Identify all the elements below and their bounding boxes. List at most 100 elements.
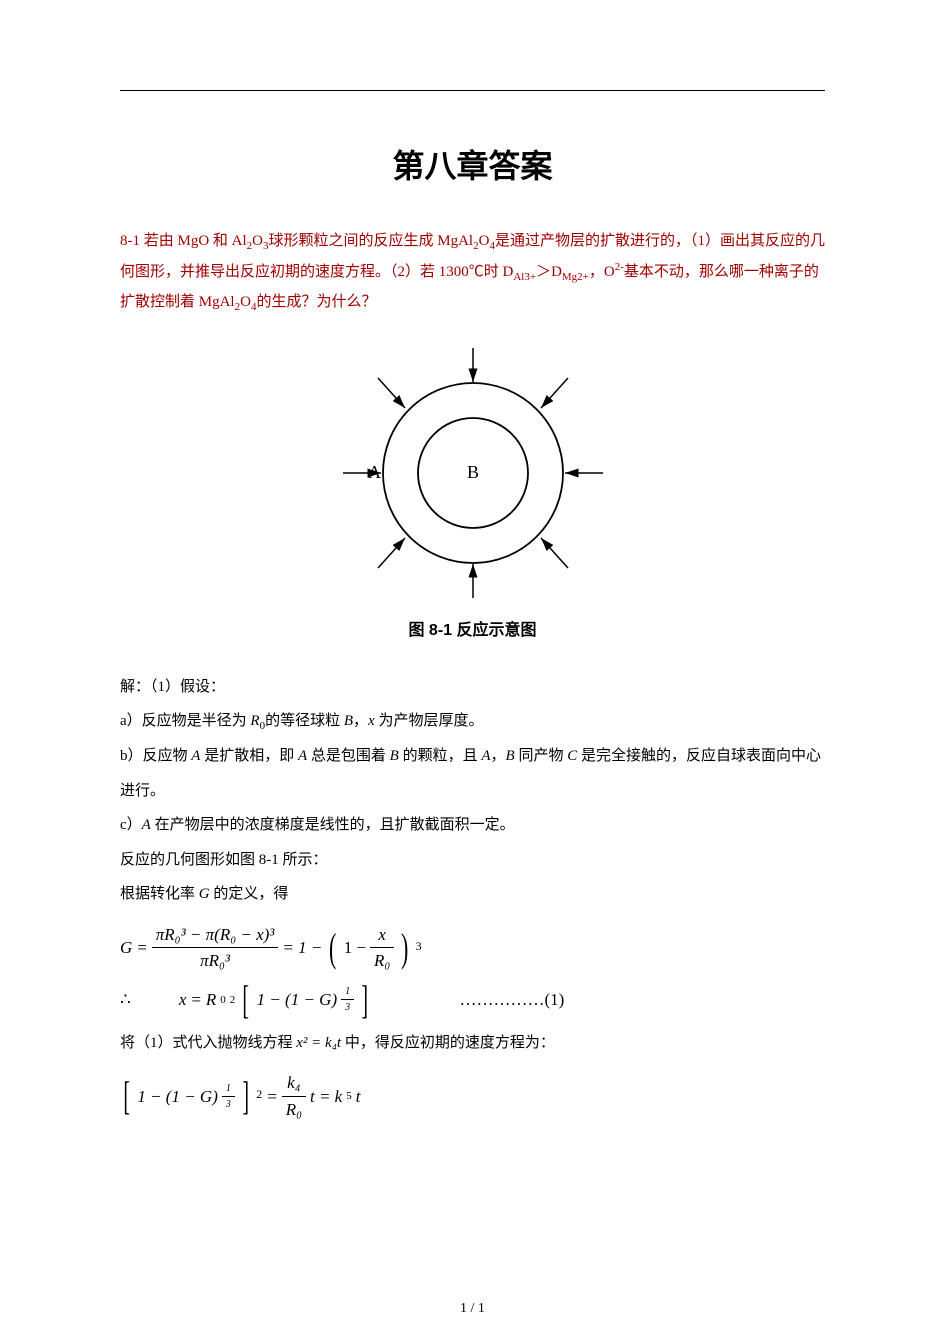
question-text: 8-1 若由 MgO 和 Al2O3球形颗粒之间的反应生成 MgAl2O4是通过… — [120, 227, 825, 318]
arrow-icon — [541, 378, 568, 408]
eq-text: = 1 − — [282, 935, 322, 961]
q-text: O — [240, 294, 251, 310]
exp-frac: 1 3 — [222, 1081, 235, 1112]
caption-bold: 反应示意图 — [457, 622, 537, 639]
text: 在产物层中的浓度梯度是线性的，且扩散截面积一定。 — [151, 817, 515, 833]
t-text: t = k — [310, 1084, 342, 1110]
var: B — [506, 748, 515, 764]
page: 第八章答案 8-1 若由 MgO 和 Al2O3球形颗粒之间的反应生成 MgAl… — [120, 60, 825, 1277]
figure-caption: 图 8-1 反应示意图 — [120, 616, 825, 640]
var: x — [368, 713, 375, 729]
q-sub: Mg2+ — [562, 271, 589, 283]
solution-line: a）反应物是半径为 R0的等径球粒 B，x 为产物层厚度。 — [120, 704, 825, 739]
q-sup: 2- — [615, 261, 624, 273]
paren-left: ( — [329, 932, 336, 964]
var: A — [298, 748, 307, 764]
arrow-icon — [378, 538, 405, 568]
page-footer: 1 / 1 — [0, 1301, 945, 1317]
text: 为产物层厚度。 — [375, 713, 484, 729]
fraction: x R₀ — [370, 922, 394, 974]
paren-right: ) — [401, 932, 408, 964]
text: a）反应物是半径为 — [120, 713, 250, 729]
q-text: ＞D — [536, 264, 562, 280]
exp-num: 1 — [222, 1081, 235, 1097]
q-text: 8-1 若由 MgO 和 Al — [120, 233, 247, 249]
inline-equation: x² = k₄t — [296, 1035, 341, 1051]
numerator: k₄ — [282, 1070, 306, 1097]
var: G — [199, 886, 210, 902]
bracket-right: ] — [361, 984, 368, 1016]
var: B — [390, 748, 399, 764]
text: 总是包围着 — [307, 748, 390, 764]
eq-sign: = — [190, 987, 201, 1013]
var: A — [481, 748, 490, 764]
arrow-icon — [541, 538, 568, 568]
top-rule — [120, 90, 825, 91]
numerator: πR₀³ − π(R₀ − x)³ — [152, 922, 279, 949]
var: C — [567, 748, 577, 764]
var-x: x — [179, 987, 187, 1013]
text: 的等径球粒 — [265, 713, 344, 729]
arrow-icon — [378, 378, 405, 408]
var: B — [344, 713, 353, 729]
inside: 1 − (1 − G) — [257, 987, 338, 1013]
denominator: πR₀³ — [152, 948, 279, 974]
label-A: A — [368, 462, 381, 482]
solution-line: 反应的几何图形如图 8-1 所示： — [120, 843, 825, 878]
diagram-container: A B — [120, 338, 825, 608]
chapter-title: 第八章答案 — [120, 141, 825, 187]
text: 的定义，得 — [210, 886, 289, 902]
text: c） — [120, 817, 142, 833]
equation-final: [ 1 − (1 − G) 1 3 ] 2 = k₄ R₀ t = k5 t — [120, 1070, 825, 1122]
therefore-symbol: ∴ — [120, 987, 131, 1013]
q-text: O — [252, 233, 263, 249]
inner: 1 − — [344, 935, 366, 961]
var: A — [142, 817, 151, 833]
text: ， — [353, 713, 368, 729]
q-text: 的生成？为什么？ — [256, 294, 376, 310]
exp-frac: 1 3 — [341, 984, 354, 1015]
sub-0: 0 — [220, 992, 226, 1009]
sup-2: 2 — [230, 992, 236, 1009]
reaction-diagram: A B — [323, 338, 623, 608]
eq-sign: = — [136, 935, 147, 961]
text: b）反应物 — [120, 748, 191, 764]
text: ， — [491, 748, 506, 764]
sub-5: 5 — [346, 1088, 352, 1105]
bracket-right: ] — [242, 1080, 249, 1112]
fraction: k₄ R₀ — [282, 1070, 306, 1122]
solution-line: b）反应物 A 是扩散相，即 A 总是包围着 B 的颗粒，且 A，B 同产物 C… — [120, 739, 825, 808]
var-G: G — [120, 935, 132, 961]
q-text: ，O — [589, 264, 615, 280]
inside: 1 − (1 − G) — [137, 1084, 218, 1110]
bracket-left: [ — [243, 984, 250, 1016]
caption-prefix: 图 8-1 — [408, 622, 456, 639]
exp-den: 3 — [341, 1000, 354, 1015]
denominator: R₀ — [282, 1097, 306, 1123]
text: 中，得反应初期的速度方程为： — [341, 1035, 555, 1051]
text: 根据转化率 — [120, 886, 199, 902]
text: 的颗粒，且 — [399, 748, 482, 764]
q-text: O — [479, 233, 490, 249]
text: 将（1）式代入抛物线方程 — [120, 1035, 296, 1051]
exponent: 3 — [416, 937, 422, 955]
solution-line: c）A 在产物层中的浓度梯度是线性的，且扩散截面积一定。 — [120, 808, 825, 843]
q-sub: Al3+ — [513, 271, 536, 283]
equation-x: ∴ x = R02 [ 1 − (1 − G) 1 3 ] ……………(1) — [120, 984, 825, 1016]
solution-line: 将（1）式代入抛物线方程 x² = k₄t 中，得反应初期的速度方程为： — [120, 1026, 825, 1061]
exp-den: 3 — [222, 1097, 235, 1112]
eq-sign: = — [266, 1084, 277, 1110]
numerator: x — [370, 922, 394, 949]
exponent: 2 — [256, 1085, 262, 1103]
var-R: R — [206, 987, 216, 1013]
label-B: B — [467, 462, 479, 482]
t2-text: t — [356, 1084, 361, 1110]
equation-G: G = πR₀³ − π(R₀ − x)³ πR₀³ = 1 − ( 1 − x… — [120, 922, 825, 974]
var: R — [250, 713, 259, 729]
eq-label: ……………(1) — [459, 987, 564, 1013]
solution-line: 根据转化率 G 的定义，得 — [120, 877, 825, 912]
solution-line: 解：（1）假设： — [120, 670, 825, 705]
text: 同产物 — [515, 748, 568, 764]
bracket-left: [ — [123, 1080, 130, 1112]
text: 是扩散相，即 — [200, 748, 298, 764]
